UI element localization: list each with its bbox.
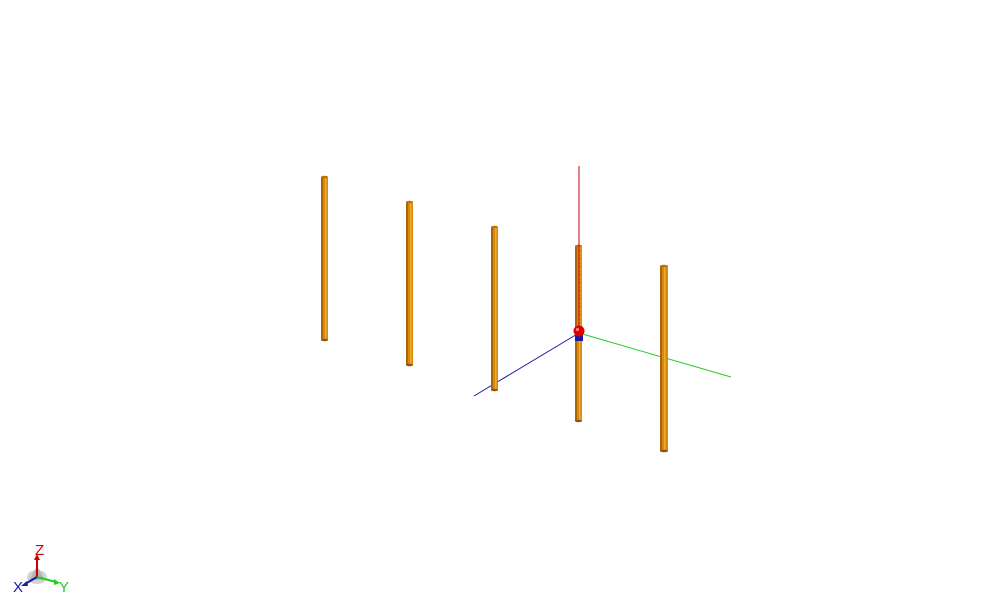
- triad-x-label: X: [13, 579, 23, 596]
- triad-y-label: Y: [59, 579, 69, 596]
- y-axis-line: [578, 332, 732, 378]
- antenna-element[interactable]: [491, 225, 498, 392]
- antenna-element[interactable]: [406, 200, 413, 367]
- antenna-element[interactable]: [321, 175, 328, 342]
- triad-y-arrow: [36, 576, 57, 583]
- triad-z-label: Z: [35, 542, 44, 559]
- antenna-element[interactable]: [660, 264, 668, 453]
- x-axis-line: [473, 332, 580, 397]
- feed-point-marker[interactable]: [573, 325, 585, 342]
- orientation-triad[interactable]: Z Y X: [10, 540, 80, 600]
